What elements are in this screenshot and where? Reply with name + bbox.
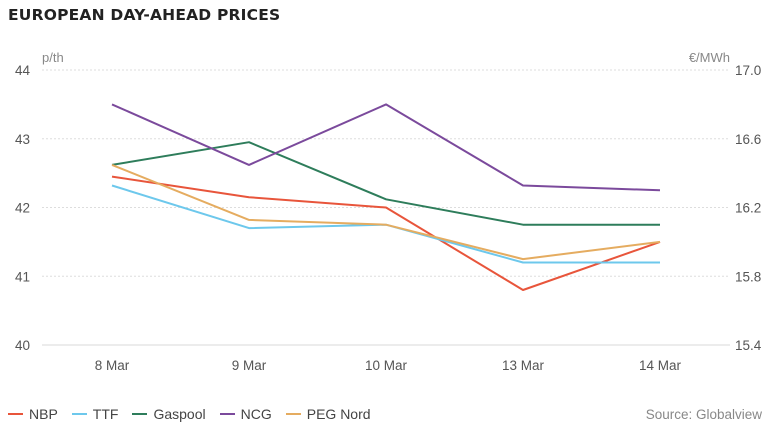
right-axis-ticks: 15.4 15.8 16.2 16.6 17.0 [735,63,762,353]
legend-item: PEG Nord [285,406,371,422]
x-tick-label: 13 Mar [502,358,545,373]
left-tick-label: 41 [15,269,30,284]
series-line-nbp [111,175,661,291]
legend-label: PEG Nord [306,406,371,422]
right-tick-label: 15.8 [735,269,761,284]
right-axis-unit: €/MWh [688,50,730,65]
legend-label: NBP [29,406,58,422]
series-line-peg-nord [111,163,661,261]
line-chart: 40 41 42 43 44 15.4 15.8 16.2 16.6 17.0 8 Mar 9 M… [15,63,762,373]
left-tick-label: 43 [15,132,30,147]
left-tick-label: 40 [15,338,30,353]
left-tick-label: 44 [15,63,31,78]
x-tick-label: 14 Mar [639,358,682,373]
left-axis-unit: p/th [42,50,64,65]
legend-item: NBP [8,406,58,422]
legend-label: NCG [240,406,272,422]
legend-swatch [8,413,23,415]
legend-item: TTF [71,406,119,422]
legend-item: Gaspool [132,406,206,422]
x-axis-ticks: 8 Mar 9 Mar 10 Mar 13 Mar 14 Mar [95,358,682,373]
series-lines [111,103,661,291]
series-line-ncg [111,103,661,192]
left-axis-ticks: 40 41 42 43 44 [15,63,31,353]
legend-swatch [285,413,301,415]
legend: NBP TTF Gaspool NCG PEG Nord [8,406,371,422]
legend-item: NCG [219,406,272,422]
legend-swatch [132,413,148,415]
legend-label: Gaspool [153,406,206,422]
chart-title: EUROPEAN DAY-AHEAD PRICES [8,6,281,24]
right-tick-label: 16.6 [735,132,761,147]
right-tick-label: 17.0 [735,63,761,78]
x-tick-label: 8 Mar [95,358,130,373]
right-tick-label: 15.4 [735,338,762,353]
series-line-gaspool [111,141,660,226]
right-tick-label: 16.2 [735,201,761,216]
left-tick-label: 42 [15,201,30,216]
source-note: Source: Globalview [645,407,762,422]
legend-swatch [219,413,235,415]
x-tick-label: 10 Mar [365,358,408,373]
legend-swatch [71,413,87,415]
x-tick-label: 9 Mar [232,358,267,373]
legend-label: TTF [92,406,119,422]
